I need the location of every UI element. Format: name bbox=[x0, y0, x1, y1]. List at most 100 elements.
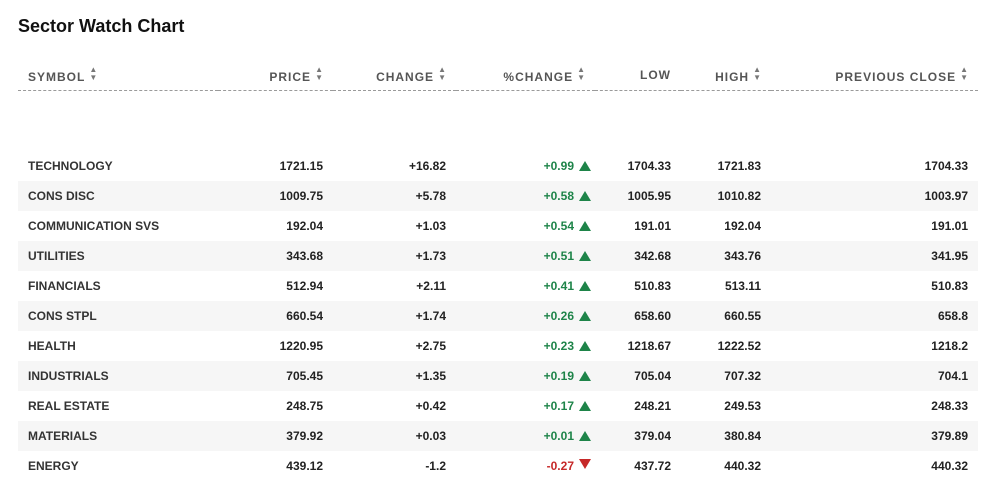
price-cell: 705.45 bbox=[286, 369, 323, 383]
previous-close-cell: 341.95 bbox=[931, 249, 968, 263]
sort-arrows-icon[interactable]: ▲ ▼ bbox=[315, 65, 323, 82]
table-row[interactable]: MATERIALS 379.92 +0.03 +0.01 379.04 380.… bbox=[18, 421, 978, 451]
symbol-cell[interactable]: ENERGY bbox=[28, 459, 79, 473]
change-cell: +1.74 bbox=[415, 309, 446, 323]
arrow-down-icon bbox=[579, 459, 591, 469]
pct-change-cell: +0.51 bbox=[456, 241, 595, 271]
symbol-cell[interactable]: MATERIALS bbox=[28, 429, 98, 443]
previous-close-cell: 248.33 bbox=[931, 399, 968, 413]
high-cell: 192.04 bbox=[724, 219, 761, 233]
change-cell: +0.03 bbox=[415, 429, 446, 443]
symbol-cell[interactable]: CONS STPL bbox=[28, 309, 97, 323]
symbol-cell[interactable]: CONS DISC bbox=[28, 189, 95, 203]
price-cell: 1721.15 bbox=[279, 159, 323, 173]
table-row[interactable]: UTILITIES 343.68 +1.73 +0.51 342.68 343.… bbox=[18, 241, 978, 271]
column-header-label: PREVIOUS CLOSE bbox=[835, 70, 957, 84]
low-cell: 342.68 bbox=[634, 249, 671, 263]
table-row[interactable]: INDUSTRIALS 705.45 +1.35 +0.19 705.04 70… bbox=[18, 361, 978, 391]
table-row[interactable]: FINANCIALS 512.94 +2.11 +0.41 510.83 513… bbox=[18, 271, 978, 301]
symbol-cell[interactable]: REAL ESTATE bbox=[28, 399, 110, 413]
table-row[interactable]: CONS DISC 1009.75 +5.78 +0.58 1005.95 10… bbox=[18, 181, 978, 211]
arrow-up-icon bbox=[579, 371, 591, 381]
price-cell: 439.12 bbox=[286, 459, 323, 473]
pct-change-value: +0.41 bbox=[543, 279, 574, 293]
price-cell: 1009.75 bbox=[279, 189, 323, 203]
spacer-cell bbox=[18, 121, 978, 151]
previous-close-cell: 191.01 bbox=[931, 219, 968, 233]
table-body: TECHNOLOGY 1721.15 +16.82 +0.99 1704.33 … bbox=[18, 151, 978, 481]
pct-change-cell: +0.01 bbox=[456, 421, 595, 451]
low-cell: 1005.95 bbox=[627, 189, 671, 203]
arrow-up-icon bbox=[579, 431, 591, 441]
arrow-up-icon bbox=[579, 251, 591, 261]
column-header-symbol[interactable]: SYMBOL▲ ▼ bbox=[18, 60, 218, 91]
sort-arrows-icon[interactable]: ▲ ▼ bbox=[960, 65, 968, 82]
price-cell: 660.54 bbox=[286, 309, 323, 323]
pct-change-value: -0.27 bbox=[546, 459, 574, 473]
symbol-cell[interactable]: HEALTH bbox=[28, 339, 76, 353]
symbol-cell[interactable]: TECHNOLOGY bbox=[28, 159, 113, 173]
header-divider bbox=[18, 90, 978, 121]
arrow-up-icon bbox=[579, 161, 591, 171]
sort-arrows-icon[interactable]: ▲ ▼ bbox=[89, 65, 98, 82]
column-header-label: LOW bbox=[640, 68, 671, 82]
pct-change-cell: +0.19 bbox=[456, 361, 595, 391]
symbol-cell[interactable]: UTILITIES bbox=[28, 249, 85, 263]
column-header-low[interactable]: LOW bbox=[595, 60, 681, 91]
table-row[interactable]: TECHNOLOGY 1721.15 +16.82 +0.99 1704.33 … bbox=[18, 151, 978, 181]
pct-change-cell: +0.41 bbox=[456, 271, 595, 301]
sort-arrows-icon[interactable]: ▲ ▼ bbox=[753, 65, 761, 82]
pct-change-value: +0.19 bbox=[543, 369, 574, 383]
arrow-up-icon bbox=[579, 221, 591, 231]
previous-close-cell: 658.8 bbox=[937, 309, 968, 323]
sector-table: SYMBOL▲ ▼ PRICE▲ ▼ CHANGE▲ ▼ %CHANGE▲ ▼ LOW … bbox=[18, 60, 978, 481]
pct-change-value: +0.23 bbox=[543, 339, 574, 353]
column-header-price[interactable]: PRICE▲ ▼ bbox=[218, 60, 333, 91]
previous-close-cell: 1218.2 bbox=[931, 339, 968, 353]
table-row[interactable]: REAL ESTATE 248.75 +0.42 +0.17 248.21 24… bbox=[18, 391, 978, 421]
column-header-change[interactable]: CHANGE▲ ▼ bbox=[333, 60, 456, 91]
pct-change-cell: +0.54 bbox=[456, 211, 595, 241]
table-row[interactable]: ENERGY 439.12 -1.2 -0.27 437.72 440.32 4… bbox=[18, 451, 978, 481]
high-cell: 380.84 bbox=[724, 429, 761, 443]
change-cell: +1.03 bbox=[415, 219, 446, 233]
pct-change-cell: +0.23 bbox=[456, 331, 595, 361]
column-header-previous-close[interactable]: PREVIOUS CLOSE▲ ▼ bbox=[771, 60, 978, 91]
sort-arrows-icon[interactable]: ▲ ▼ bbox=[577, 65, 585, 82]
column-header-label: %CHANGE bbox=[503, 70, 574, 84]
low-cell: 1704.33 bbox=[627, 159, 671, 173]
table-row[interactable]: CONS STPL 660.54 +1.74 +0.26 658.60 660.… bbox=[18, 301, 978, 331]
high-cell: 249.53 bbox=[724, 399, 761, 413]
symbol-cell[interactable]: COMMUNICATION SVS bbox=[28, 219, 160, 233]
column-header-pct-change[interactable]: %CHANGE▲ ▼ bbox=[456, 60, 595, 91]
sort-arrows-icon[interactable]: ▲ ▼ bbox=[438, 65, 446, 82]
column-header-high[interactable]: HIGH▲ ▼ bbox=[681, 60, 771, 91]
price-cell: 343.68 bbox=[286, 249, 323, 263]
pct-change-cell: +0.58 bbox=[456, 181, 595, 211]
dashed-divider bbox=[18, 90, 978, 121]
change-cell: +5.78 bbox=[415, 189, 446, 203]
change-cell: +1.73 bbox=[415, 249, 446, 263]
change-cell: -1.2 bbox=[425, 459, 446, 473]
pct-change-value: +0.17 bbox=[543, 399, 574, 413]
previous-close-cell: 704.1 bbox=[937, 369, 968, 383]
table-row[interactable]: COMMUNICATION SVS 192.04 +1.03 +0.54 191… bbox=[18, 211, 978, 241]
previous-close-cell: 440.32 bbox=[931, 459, 968, 473]
header-row: SYMBOL▲ ▼ PRICE▲ ▼ CHANGE▲ ▼ %CHANGE▲ ▼ LOW … bbox=[18, 60, 978, 91]
high-cell: 707.32 bbox=[724, 369, 761, 383]
low-cell: 379.04 bbox=[634, 429, 671, 443]
header-spacer bbox=[18, 121, 978, 151]
symbol-cell[interactable]: INDUSTRIALS bbox=[28, 369, 109, 383]
table-row[interactable]: HEALTH 1220.95 +2.75 +0.23 1218.67 1222.… bbox=[18, 331, 978, 361]
arrow-up-icon bbox=[579, 341, 591, 351]
previous-close-cell: 1704.33 bbox=[924, 159, 968, 173]
column-header-label: PRICE bbox=[269, 70, 312, 84]
column-header-label: HIGH bbox=[715, 70, 750, 84]
high-cell: 1010.82 bbox=[717, 189, 761, 203]
high-cell: 660.55 bbox=[724, 309, 761, 323]
arrow-up-icon bbox=[579, 311, 591, 321]
symbol-cell[interactable]: FINANCIALS bbox=[28, 279, 101, 293]
low-cell: 705.04 bbox=[634, 369, 671, 383]
pct-change-cell: +0.17 bbox=[456, 391, 595, 421]
previous-close-cell: 510.83 bbox=[931, 279, 968, 293]
